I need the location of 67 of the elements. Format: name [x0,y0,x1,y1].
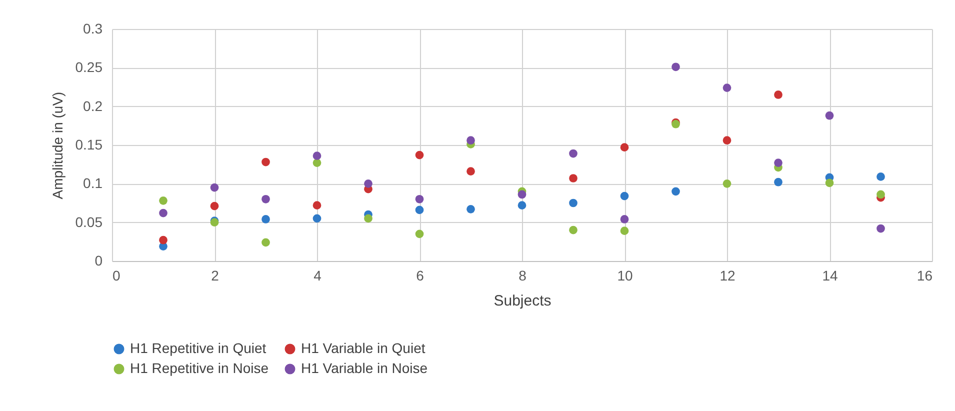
legend-label: H1 Repetitive in Noise [130,360,269,376]
point [620,192,629,200]
y-tick-label: 0.3 [83,20,103,36]
y-tick-label: 0.05 [75,214,103,230]
point [774,90,782,99]
point [159,208,168,218]
x-tick-label: 14 [822,268,838,284]
x-axis-title: Subjects [494,292,552,310]
point [364,214,372,223]
point [262,238,270,247]
point [569,149,578,158]
point [466,136,475,145]
point [518,201,526,210]
point [466,205,475,214]
y-tick-label: 0.25 [75,59,103,76]
point [210,183,219,192]
x-tick-label: 16 [916,268,933,284]
point [159,236,168,244]
point [876,172,885,181]
point [466,167,475,176]
point [415,230,424,238]
point [774,158,782,167]
point [415,150,424,160]
point [722,136,732,145]
point [825,178,834,188]
legend-label: H1 Variable in Noise [301,360,428,376]
point [262,158,270,166]
legend-label: H1 Repetitive in Quiet [130,340,266,356]
x-tick-label: 8 [518,268,527,284]
point [210,202,219,210]
point [774,178,782,186]
y-tick-label: 0.15 [75,136,103,152]
point [312,214,322,223]
point [415,194,424,204]
y-tick-label: 0.1 [83,175,103,192]
point [312,201,322,210]
point [620,143,629,152]
point [825,111,834,120]
point [312,158,322,167]
point [364,179,372,188]
point [672,62,680,72]
x-tick-label: 12 [720,268,736,284]
x-tick-label: 6 [416,268,424,284]
x-tick-label: 4 [314,268,322,284]
point [262,215,270,224]
y-tick-label: 0 [94,252,103,268]
x-tick-label: 0 [112,268,120,284]
point [312,152,322,160]
point [262,194,270,204]
point [672,187,680,196]
point [569,226,578,234]
point [722,179,732,188]
legend-label: H1 Variable in Quiet [301,340,426,356]
point [876,224,885,233]
point [620,215,629,224]
x-tick-label: 10 [617,268,633,284]
point [569,174,578,182]
point [159,196,168,205]
point [722,84,732,92]
y-axis-title: Amplitude in (uV) [49,92,66,200]
point [569,198,578,208]
point [620,226,629,236]
point [415,206,424,214]
point [518,190,526,199]
x-tick-label: 2 [211,268,220,284]
y-tick-label: 0.2 [83,98,103,114]
point [876,190,885,199]
